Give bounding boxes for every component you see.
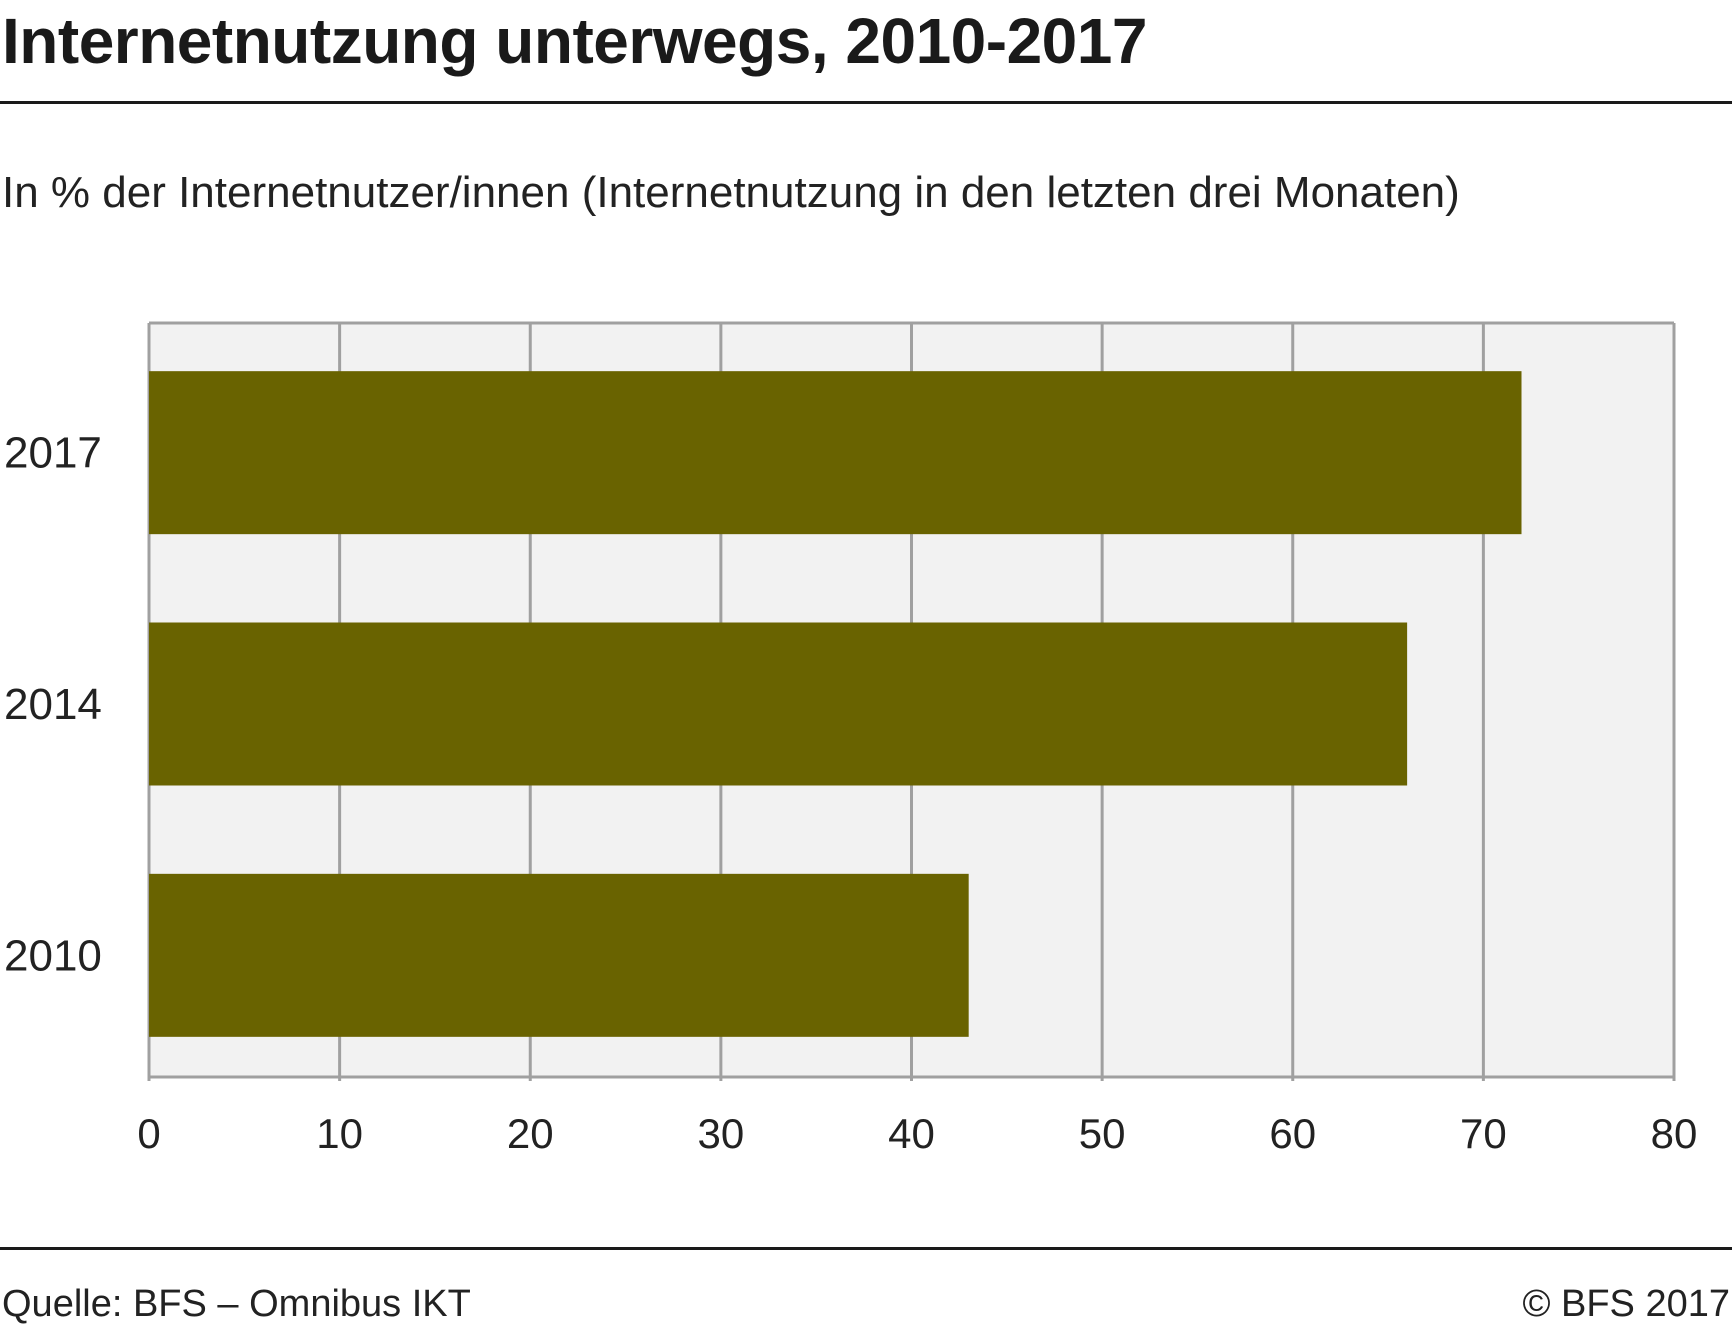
bar-2017 — [149, 371, 1522, 535]
x-tick-label: 30 — [698, 1110, 745, 1157]
x-tick-label: 60 — [1269, 1110, 1316, 1157]
x-tick-label: 80 — [1651, 1110, 1698, 1157]
bar-2014 — [149, 622, 1408, 786]
x-tick-label: 0 — [137, 1110, 160, 1157]
x-tick-label: 70 — [1460, 1110, 1507, 1157]
source-note: Quelle: BFS – Omnibus IKT — [2, 1283, 471, 1325]
bar-2010 — [149, 873, 969, 1037]
x-tick-label: 20 — [507, 1110, 554, 1157]
copyright-note: © BFS 2017 — [1522, 1283, 1730, 1325]
y-category-label: 2010 — [4, 931, 102, 980]
y-category-label: 2014 — [4, 680, 102, 729]
x-tick-label: 10 — [316, 1110, 363, 1157]
title-rule — [0, 101, 1732, 104]
y-category-label: 2017 — [4, 429, 102, 478]
x-tick-label: 50 — [1079, 1110, 1126, 1157]
x-tick-label: 40 — [888, 1110, 935, 1157]
chart-title: Internetnutzung unterwegs, 2010-2017 — [2, 5, 1147, 77]
chart-subtitle: In % der Internetnutzer/innen (Internetn… — [2, 168, 1460, 217]
bar-chart: 0 10 20 30 40 50 60 70 80 2017 2014 2010 — [4, 321, 1698, 1157]
footer-rule — [0, 1247, 1732, 1250]
